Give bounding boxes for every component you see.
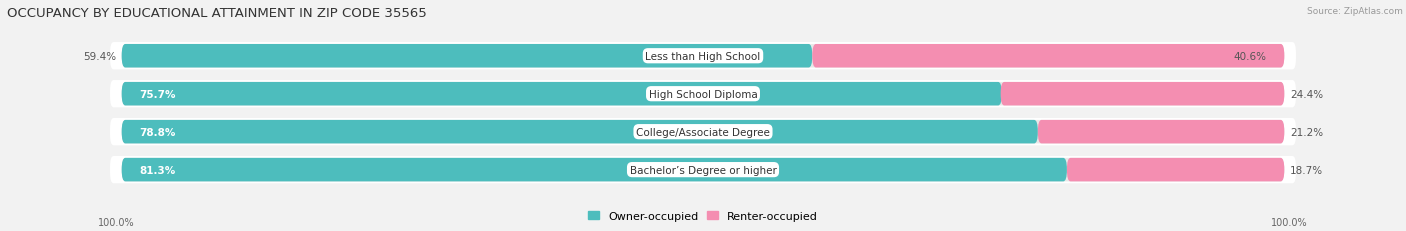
FancyBboxPatch shape	[122, 45, 1284, 68]
Text: 78.8%: 78.8%	[139, 127, 176, 137]
Text: College/Associate Degree: College/Associate Degree	[636, 127, 770, 137]
FancyBboxPatch shape	[122, 45, 813, 68]
FancyBboxPatch shape	[110, 156, 1296, 183]
Text: 81.3%: 81.3%	[139, 165, 176, 175]
FancyBboxPatch shape	[1038, 120, 1284, 144]
Text: OCCUPANCY BY EDUCATIONAL ATTAINMENT IN ZIP CODE 35565: OCCUPANCY BY EDUCATIONAL ATTAINMENT IN Z…	[7, 7, 427, 20]
Text: 24.4%: 24.4%	[1291, 89, 1323, 99]
FancyBboxPatch shape	[122, 120, 1284, 144]
Text: Bachelor’s Degree or higher: Bachelor’s Degree or higher	[630, 165, 776, 175]
Text: 100.0%: 100.0%	[98, 217, 135, 227]
Text: 21.2%: 21.2%	[1291, 127, 1323, 137]
FancyBboxPatch shape	[813, 45, 1284, 68]
Legend: Owner-occupied, Renter-occupied: Owner-occupied, Renter-occupied	[583, 207, 823, 225]
Text: 100.0%: 100.0%	[1271, 217, 1308, 227]
Text: High School Diploma: High School Diploma	[648, 89, 758, 99]
FancyBboxPatch shape	[110, 81, 1296, 108]
FancyBboxPatch shape	[110, 43, 1296, 70]
Text: Source: ZipAtlas.com: Source: ZipAtlas.com	[1308, 7, 1403, 16]
FancyBboxPatch shape	[110, 119, 1296, 146]
FancyBboxPatch shape	[1067, 158, 1284, 182]
FancyBboxPatch shape	[1001, 82, 1284, 106]
Text: Less than High School: Less than High School	[645, 52, 761, 61]
FancyBboxPatch shape	[122, 82, 1002, 106]
FancyBboxPatch shape	[122, 82, 1284, 106]
Text: 18.7%: 18.7%	[1291, 165, 1323, 175]
FancyBboxPatch shape	[122, 158, 1067, 182]
FancyBboxPatch shape	[122, 158, 1284, 182]
Text: 59.4%: 59.4%	[83, 52, 115, 61]
Text: 75.7%: 75.7%	[139, 89, 176, 99]
Text: 40.6%: 40.6%	[1234, 52, 1267, 61]
FancyBboxPatch shape	[122, 120, 1038, 144]
